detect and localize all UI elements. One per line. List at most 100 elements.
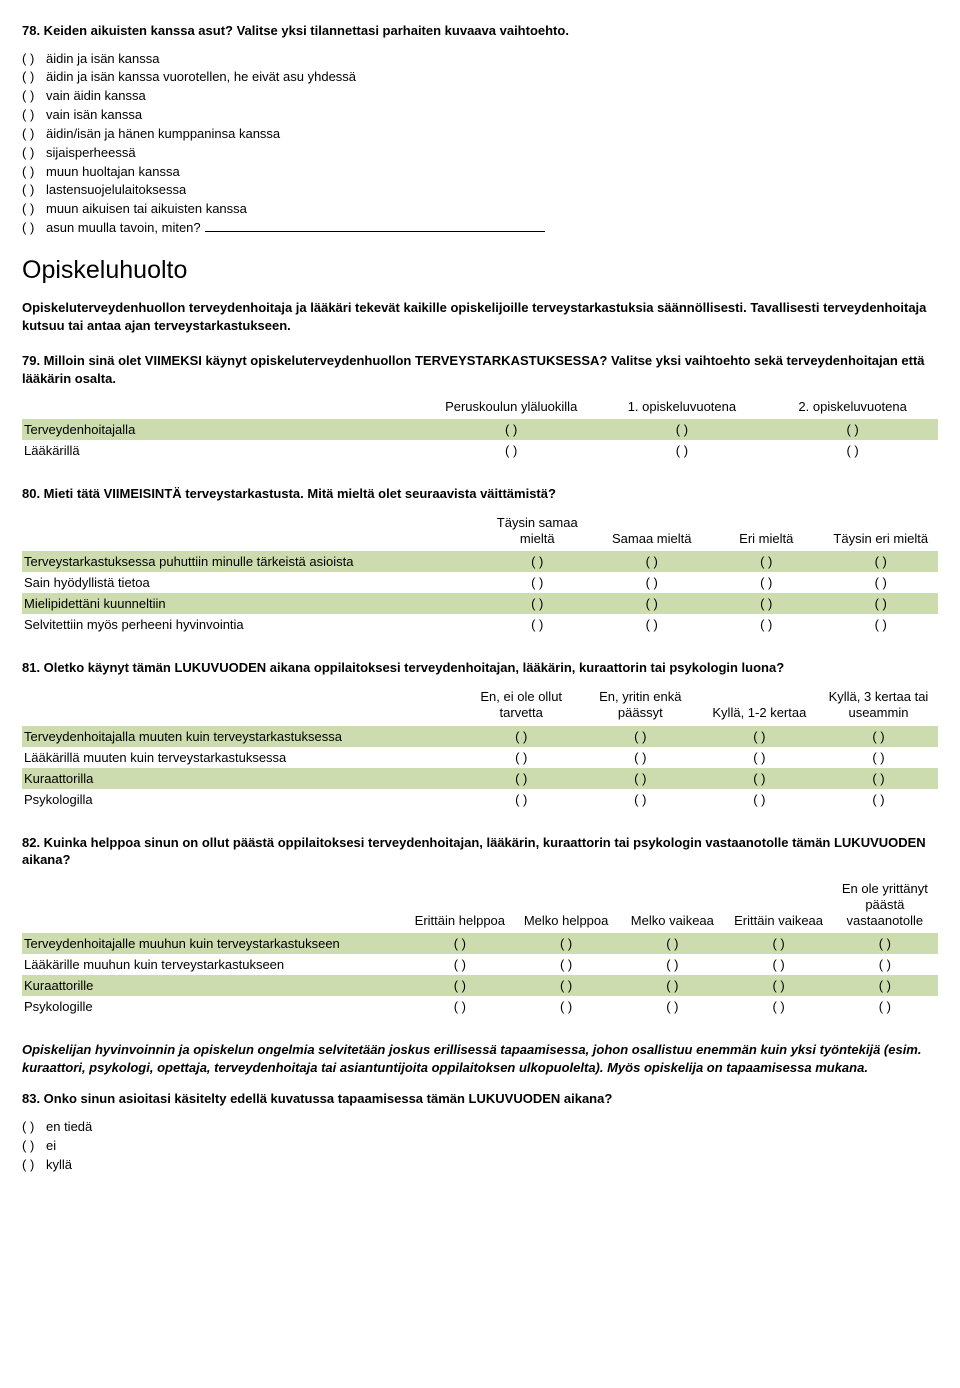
- row-label: Kuraattorilla: [22, 768, 462, 789]
- table-row: Psykologille( )( )( )( )( ): [22, 996, 938, 1017]
- fill-in-blank[interactable]: [205, 231, 545, 232]
- radio-cell[interactable]: ( ): [513, 975, 619, 996]
- radio-placeholder[interactable]: ( ): [22, 87, 46, 106]
- radio-cell[interactable]: ( ): [480, 572, 595, 593]
- radio-placeholder[interactable]: ( ): [22, 1118, 46, 1137]
- table-row: Kuraattorille( )( )( )( )( ): [22, 975, 938, 996]
- radio-cell[interactable]: ( ): [597, 419, 768, 440]
- radio-cell[interactable]: ( ): [480, 614, 595, 635]
- radio-cell[interactable]: ( ): [426, 440, 597, 461]
- radio-cell[interactable]: ( ): [462, 726, 581, 747]
- radio-cell[interactable]: ( ): [595, 551, 710, 572]
- radio-cell[interactable]: ( ): [619, 975, 725, 996]
- option-row: ( )muun aikuisen tai aikuisten kanssa: [22, 200, 938, 219]
- row-label: Kuraattorille: [22, 975, 407, 996]
- table-header: En ole yrittänyt päästä vastaanotolle: [832, 879, 938, 934]
- radio-cell[interactable]: ( ): [819, 747, 938, 768]
- row-label: Mielipidettäni kuunneltiin: [22, 593, 480, 614]
- radio-cell[interactable]: ( ): [832, 975, 938, 996]
- radio-cell[interactable]: ( ): [819, 768, 938, 789]
- radio-cell[interactable]: ( ): [700, 726, 819, 747]
- radio-cell[interactable]: ( ): [709, 551, 824, 572]
- radio-placeholder[interactable]: ( ): [22, 68, 46, 87]
- radio-cell[interactable]: ( ): [709, 593, 824, 614]
- radio-cell[interactable]: ( ): [407, 975, 513, 996]
- radio-cell[interactable]: ( ): [462, 768, 581, 789]
- radio-cell[interactable]: ( ): [819, 726, 938, 747]
- radio-cell[interactable]: ( ): [700, 789, 819, 810]
- radio-placeholder[interactable]: ( ): [22, 163, 46, 182]
- radio-cell[interactable]: ( ): [824, 551, 939, 572]
- row-label: Terveydenhoitajalla muuten kuin terveyst…: [22, 726, 462, 747]
- option-label: muun aikuisen tai aikuisten kanssa: [46, 200, 247, 219]
- q78-options: ( )äidin ja isän kanssa( )äidin ja isän …: [22, 50, 938, 238]
- row-label: Lääkärillä muuten kuin terveystarkastuks…: [22, 747, 462, 768]
- radio-cell[interactable]: ( ): [619, 933, 725, 954]
- table-row: Lääkärillä muuten kuin terveystarkastuks…: [22, 747, 938, 768]
- table-header: Erittäin helppoa: [407, 879, 513, 934]
- radio-cell[interactable]: ( ): [462, 747, 581, 768]
- radio-cell[interactable]: ( ): [725, 954, 831, 975]
- radio-cell[interactable]: ( ): [407, 954, 513, 975]
- radio-cell[interactable]: ( ): [480, 551, 595, 572]
- q80-title: 80. Mieti tätä VIIMEISINTÄ terveystarkas…: [22, 485, 938, 503]
- radio-cell[interactable]: ( ): [824, 614, 939, 635]
- option-row: ( )äidin ja isän kanssa vuorotellen, he …: [22, 68, 938, 87]
- radio-cell[interactable]: ( ): [581, 768, 700, 789]
- table-header: Eri mieltä: [709, 513, 824, 552]
- radio-cell[interactable]: ( ): [480, 593, 595, 614]
- radio-cell[interactable]: ( ): [595, 572, 710, 593]
- radio-cell[interactable]: ( ): [824, 593, 939, 614]
- radio-cell[interactable]: ( ): [513, 954, 619, 975]
- radio-cell[interactable]: ( ): [407, 933, 513, 954]
- table-header: 2. opiskeluvuotena: [767, 397, 938, 419]
- radio-placeholder[interactable]: ( ): [22, 200, 46, 219]
- radio-cell[interactable]: ( ): [725, 996, 831, 1017]
- q82-table: Erittäin helppoaMelko helppoaMelko vaike…: [22, 879, 938, 1018]
- radio-cell[interactable]: ( ): [619, 996, 725, 1017]
- radio-placeholder[interactable]: ( ): [22, 1137, 46, 1156]
- radio-cell[interactable]: ( ): [581, 726, 700, 747]
- radio-cell[interactable]: ( ): [426, 419, 597, 440]
- radio-cell[interactable]: ( ): [824, 572, 939, 593]
- radio-cell[interactable]: ( ): [462, 789, 581, 810]
- option-label: en tiedä: [46, 1118, 92, 1137]
- q81-table: En, ei ole ollut tarvettaEn, yritin enkä…: [22, 687, 938, 810]
- table-header-blank: [22, 879, 407, 934]
- radio-cell[interactable]: ( ): [725, 933, 831, 954]
- radio-placeholder[interactable]: ( ): [22, 219, 46, 238]
- radio-cell[interactable]: ( ): [619, 954, 725, 975]
- radio-placeholder[interactable]: ( ): [22, 144, 46, 163]
- radio-cell[interactable]: ( ): [832, 954, 938, 975]
- radio-cell[interactable]: ( ): [407, 996, 513, 1017]
- radio-cell[interactable]: ( ): [767, 440, 938, 461]
- radio-cell[interactable]: ( ): [767, 419, 938, 440]
- radio-cell[interactable]: ( ): [725, 975, 831, 996]
- radio-cell[interactable]: ( ): [700, 747, 819, 768]
- q79-table: Peruskoulun yläluokilla1. opiskeluvuoten…: [22, 397, 938, 461]
- radio-placeholder[interactable]: ( ): [22, 50, 46, 69]
- radio-cell[interactable]: ( ): [832, 996, 938, 1017]
- option-row: ( )asun muulla tavoin, miten?: [22, 219, 938, 238]
- radio-cell[interactable]: ( ): [595, 593, 710, 614]
- table-header: Täysin samaa mieltä: [480, 513, 595, 552]
- table-row: Psykologilla( )( )( )( ): [22, 789, 938, 810]
- radio-placeholder[interactable]: ( ): [22, 125, 46, 144]
- radio-cell[interactable]: ( ): [513, 933, 619, 954]
- radio-cell[interactable]: ( ): [581, 747, 700, 768]
- option-row: ( )sijaisperheessä: [22, 144, 938, 163]
- radio-cell[interactable]: ( ): [597, 440, 768, 461]
- radio-cell[interactable]: ( ): [595, 614, 710, 635]
- radio-cell[interactable]: ( ): [819, 789, 938, 810]
- radio-placeholder[interactable]: ( ): [22, 1156, 46, 1175]
- radio-cell[interactable]: ( ): [513, 996, 619, 1017]
- option-label: sijaisperheessä: [46, 144, 136, 163]
- radio-cell[interactable]: ( ): [709, 572, 824, 593]
- radio-cell[interactable]: ( ): [700, 768, 819, 789]
- radio-cell[interactable]: ( ): [832, 933, 938, 954]
- table-header: En, yritin enkä päässyt: [581, 687, 700, 726]
- radio-placeholder[interactable]: ( ): [22, 181, 46, 200]
- radio-cell[interactable]: ( ): [581, 789, 700, 810]
- radio-cell[interactable]: ( ): [709, 614, 824, 635]
- radio-placeholder[interactable]: ( ): [22, 106, 46, 125]
